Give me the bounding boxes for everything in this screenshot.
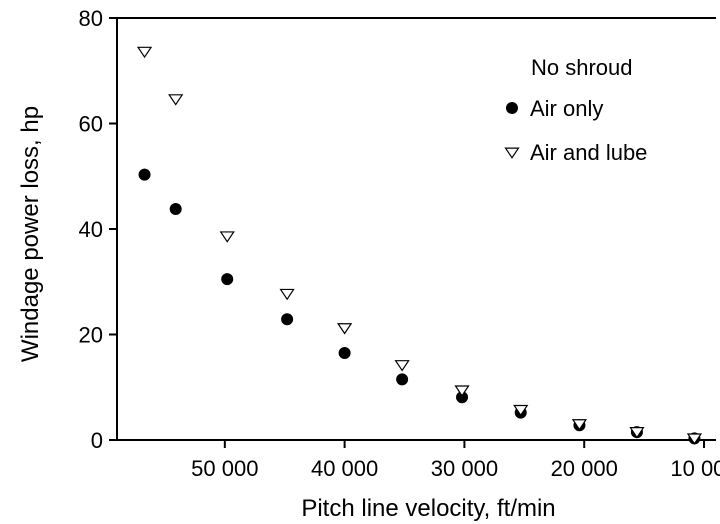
point-air-and-lube — [513, 404, 529, 417]
legend-entry: Air only — [506, 96, 603, 121]
y-tick-label: 80 — [79, 6, 103, 31]
x-tick-label: 40 000 — [311, 456, 378, 481]
y-tick-label: 20 — [79, 323, 103, 348]
point-air-and-lube — [136, 46, 153, 59]
x-tick-label: 30 000 — [431, 456, 498, 481]
point-air-and-lube — [219, 231, 235, 243]
x-tick-label: 10 000 — [670, 456, 720, 481]
point-air-only — [396, 373, 409, 386]
y-axis-ticks: 0 20 40 60 80 — [79, 6, 117, 453]
legend-entry: Air and lube — [504, 140, 647, 165]
y-tick-label: 0 — [91, 428, 103, 453]
point-air-and-lube — [394, 360, 410, 372]
y-axis-label: Windage power loss, hp — [17, 106, 44, 362]
point-air-only — [221, 273, 234, 286]
point-air-only — [138, 168, 151, 181]
point-air-and-lube — [571, 419, 588, 431]
point-air-and-lube — [629, 427, 645, 439]
point-air-and-lube — [454, 385, 470, 397]
x-axis-ticks: 50 000 40 000 30 000 20 000 10 000 — [191, 440, 720, 481]
legend-label: Air and lube — [530, 140, 647, 165]
point-air-and-lube — [279, 288, 295, 301]
point-air-only — [281, 313, 294, 326]
legend-label: Air only — [530, 96, 603, 121]
legend-title: No shroud — [531, 55, 633, 80]
legend-marker-air-only — [506, 102, 518, 114]
point-air-only — [169, 202, 182, 215]
legend-entries: Air only Air and lube — [504, 96, 647, 165]
point-air-only — [338, 346, 351, 359]
point-air-and-lube — [168, 94, 184, 106]
x-axis-label: Pitch line velocity, ft/min — [301, 495, 555, 522]
point-air-and-lube — [686, 433, 703, 445]
x-tick-label: 50 000 — [191, 456, 258, 481]
y-tick-label: 60 — [79, 112, 103, 137]
y-tick-label: 40 — [79, 217, 103, 242]
x-tick-label: 20 000 — [551, 456, 618, 481]
data-points — [136, 46, 703, 445]
legend-marker-air-and-lube — [504, 147, 520, 159]
point-air-and-lube — [336, 323, 353, 335]
legend: No shroud Air only Air and lube — [504, 55, 647, 165]
